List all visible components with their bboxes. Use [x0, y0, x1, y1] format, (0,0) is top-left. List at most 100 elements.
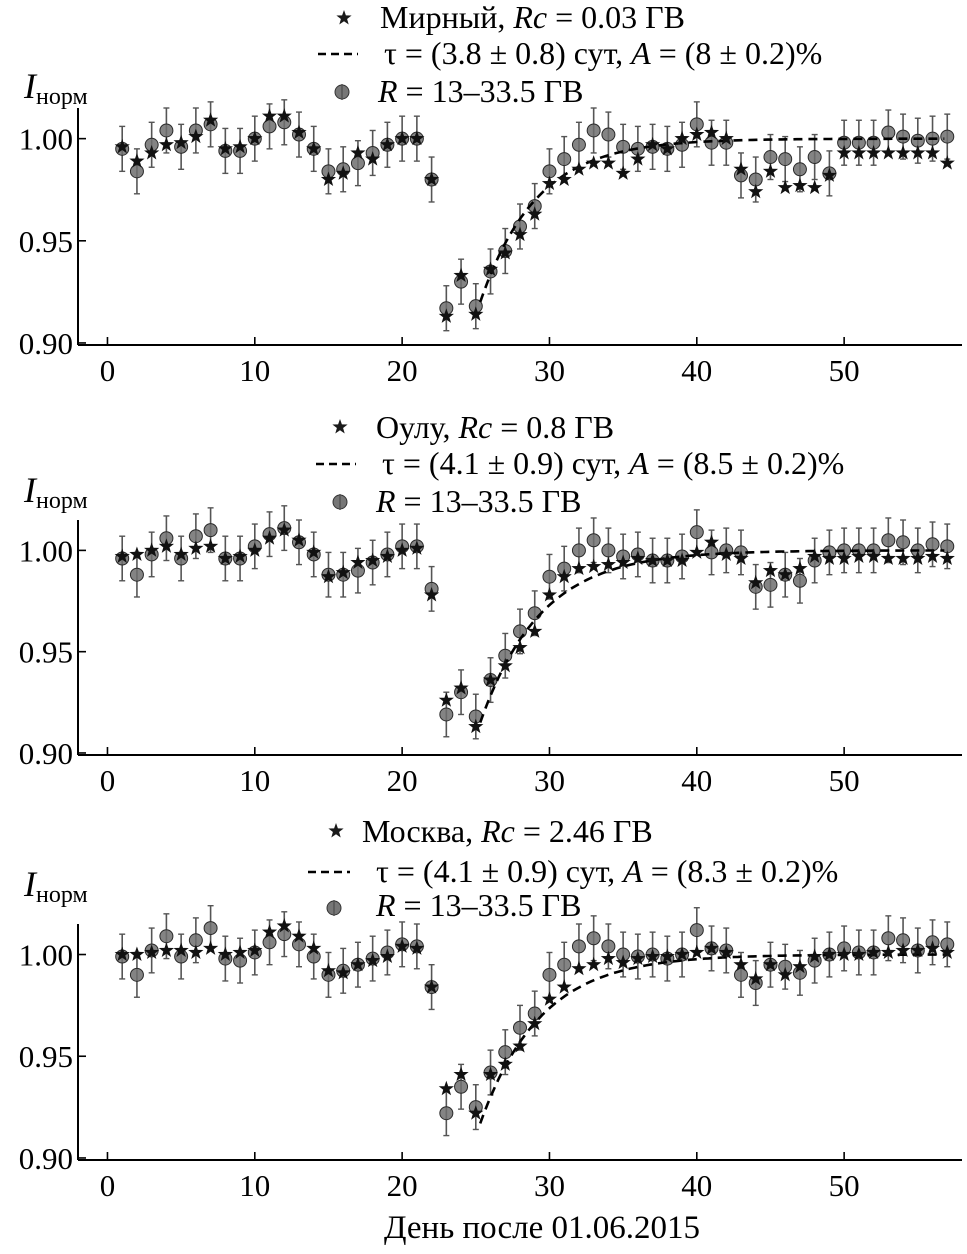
circle-point: [896, 129, 911, 144]
star-point: [586, 956, 602, 972]
legend: Мирный, Rc = 0.03 ГВ τ = (3.8 ± 0.8) сут…: [318, 0, 822, 109]
legend-fit-entry: τ = (3.8 ± 0.8) сут, A = (8 ± 0.2)%: [384, 35, 822, 71]
x-tick-label: 10: [239, 1168, 270, 1203]
circle-point: [454, 1079, 469, 1094]
legend-fit-entry: τ = (4.1 ± 0.9) сут, A = (8.3 ± 0.2)%: [376, 853, 838, 889]
circle-point: [763, 577, 778, 592]
star-point: [571, 960, 587, 976]
circle-point: [277, 927, 292, 942]
x-tick-label: 0: [100, 763, 116, 798]
circle-point: [233, 953, 248, 968]
circle-point: [203, 921, 218, 936]
y-axis-label: Iнорм: [23, 864, 88, 908]
star-point: [556, 171, 572, 187]
fit-curve: [478, 137, 945, 303]
panel-mirny: Мирный, Rc = 0.03 ГВ τ = (3.8 ± 0.8) сут…: [19, 0, 962, 388]
circle-point: [129, 164, 144, 179]
circle-point: [527, 606, 542, 621]
star-point: [939, 155, 955, 170]
circle-point: [807, 150, 822, 165]
circle-point: [557, 152, 572, 167]
x-tick-label: 20: [387, 1168, 418, 1203]
x-tick-label: 40: [681, 1168, 712, 1203]
legend-r-entry: R = 13–33.5 ГВ: [375, 887, 581, 923]
star-point: [807, 179, 823, 195]
circle-point: [586, 123, 601, 138]
x-tick-label: 30: [534, 1168, 565, 1203]
y-axis-label: Iнорм: [23, 470, 88, 514]
x-tick-label: 30: [534, 353, 565, 388]
circle-point: [704, 545, 719, 560]
star-point: [571, 161, 587, 176]
circle-point: [896, 535, 911, 550]
circle-point: [513, 1020, 527, 1035]
circle-point: [306, 949, 321, 964]
circle-point: [350, 156, 365, 171]
circle-point: [203, 523, 218, 538]
circle-point: [571, 543, 586, 558]
legend-star-marker: [332, 419, 348, 434]
circle-series: [115, 505, 955, 740]
circle-point: [881, 931, 896, 946]
circle-point: [778, 152, 793, 167]
legend-star-marker: [336, 10, 352, 25]
x-tick-label: 40: [681, 763, 712, 798]
star-point: [689, 944, 705, 959]
x-tick-label: 50: [829, 1168, 860, 1203]
x-tick-label: 20: [387, 353, 418, 388]
x-tick-label: 0: [100, 1168, 116, 1203]
circle-point: [571, 939, 586, 954]
circle-point: [159, 123, 174, 138]
circle-point: [262, 935, 277, 950]
circle-point: [350, 563, 365, 578]
star-point: [777, 179, 793, 195]
x-tick-label: 0: [100, 353, 116, 388]
circle-point: [586, 931, 601, 946]
circle-point: [542, 569, 557, 584]
y-tick-label: 0.90: [19, 326, 73, 361]
circle-point: [513, 624, 527, 639]
circle-point: [881, 125, 896, 140]
circle-point: [439, 707, 454, 722]
circle-point: [262, 119, 277, 134]
legend-station-entry: Москва, Rc = 2.46 ГВ: [362, 813, 653, 849]
circle-point: [689, 923, 704, 938]
circle-point: [542, 967, 557, 982]
legend-fit-entry: τ = (4.1 ± 0.9) сут, A = (8.5 ± 0.2)%: [382, 445, 844, 481]
circle-point: [557, 957, 572, 972]
circle-point: [601, 127, 616, 142]
y-tick-label: 0.95: [19, 1039, 73, 1074]
legend-station-entry: Мирный, Rc = 0.03 ГВ: [380, 0, 685, 35]
legend-star-marker: [328, 823, 344, 838]
legend-r-entry: R = 13–33.5 ГВ: [375, 483, 581, 519]
circle-point: [792, 162, 807, 177]
x-axis-label: День после 01.06.2015: [384, 1210, 700, 1246]
x-tick-label: 20: [387, 763, 418, 798]
circle-point: [689, 525, 704, 540]
circle-point: [571, 137, 586, 152]
circle-point: [792, 573, 807, 588]
star-point: [586, 155, 602, 170]
y-tick-label: 1.00: [19, 938, 73, 973]
star-point: [586, 558, 602, 574]
y-tick-label: 1.00: [19, 533, 73, 568]
y-tick-label: 0.90: [19, 736, 73, 771]
star-series: [114, 522, 955, 734]
circle-point: [763, 150, 778, 165]
y-tick-label: 0.95: [19, 635, 73, 670]
panel-oulu: Оулу, Rc = 0.8 ГВ τ = (4.1 ± 0.9) сут, A…: [19, 409, 962, 798]
star-point: [880, 144, 896, 160]
circle-point: [734, 967, 748, 982]
legend-r-entry: R = 13–33.5 ГВ: [377, 73, 583, 109]
y-tick-label: 0.90: [19, 1141, 73, 1176]
star-point: [615, 165, 631, 180]
circle-point: [601, 543, 616, 558]
panel-moscow: Москва, Rc = 2.46 ГВ τ = (4.1 ± 0.9) сут…: [19, 813, 962, 1246]
y-axis-label: Iнорм: [23, 66, 88, 110]
legend: Оулу, Rc = 0.8 ГВ τ = (4.1 ± 0.9) сут, A…: [316, 409, 844, 519]
circle-point: [439, 1106, 454, 1121]
star-point: [203, 940, 219, 955]
circle-point: [159, 929, 174, 944]
legend-station-entry: Оулу, Rc = 0.8 ГВ: [376, 409, 614, 445]
